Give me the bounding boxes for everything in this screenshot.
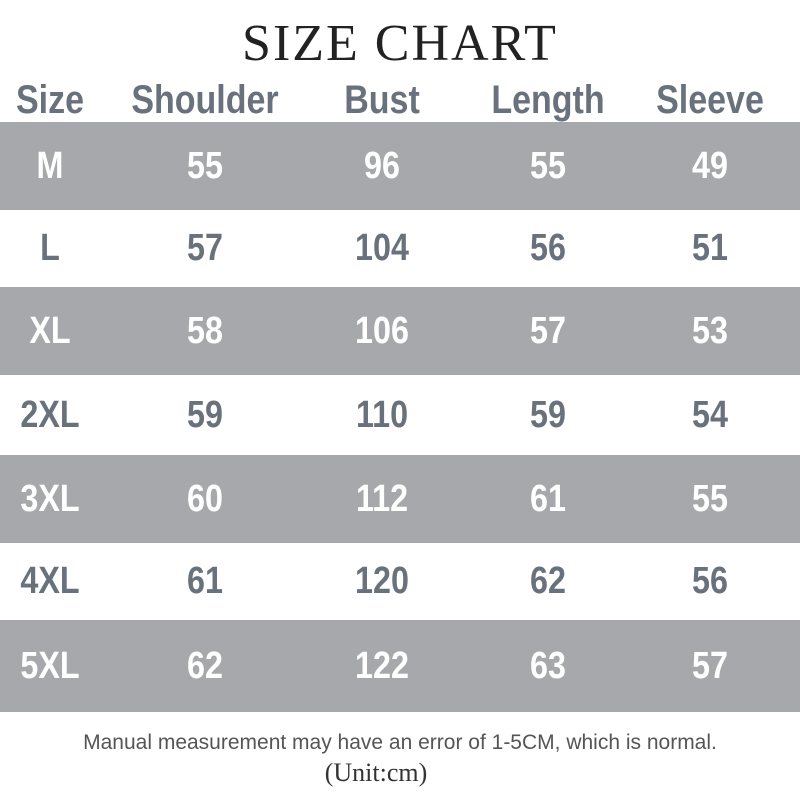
cell-size: 3XL (20, 477, 80, 520)
table-row: M 55 96 55 49 (0, 122, 800, 210)
cell-sleeve: 57 (692, 644, 728, 687)
cell-bust: 110 (355, 393, 409, 436)
cell-shoulder: 57 (187, 227, 223, 269)
cell-shoulder: 62 (187, 644, 223, 687)
table-row: 5XL 62 122 63 57 (0, 620, 800, 712)
cell-sleeve: 55 (692, 477, 728, 520)
cell-length: 61 (530, 477, 566, 520)
cell-size: 4XL (20, 560, 80, 602)
cell-length: 56 (530, 227, 566, 269)
cell-bust: 112 (355, 477, 409, 520)
page-title: SIZE CHART (242, 15, 558, 72)
header-size: Size (15, 77, 85, 122)
cell-shoulder: 55 (187, 144, 223, 187)
cell-shoulder: 58 (187, 309, 223, 352)
cell-length: 57 (530, 309, 566, 352)
cell-bust: 96 (364, 144, 400, 187)
cell-length: 55 (530, 144, 566, 187)
header-shoulder: Shoulder (131, 77, 279, 122)
cell-sleeve: 53 (692, 309, 728, 352)
table-header: Size Shoulder Bust Length Sleeve (0, 78, 800, 122)
table-row: 4XL 61 120 62 56 (0, 543, 800, 620)
unit-label: (Unit:cm) (324, 758, 428, 787)
cell-shoulder: 61 (187, 560, 223, 602)
cell-sleeve: 49 (692, 144, 728, 187)
header-bust: Bust (344, 77, 420, 122)
table-row: 3XL 60 112 61 55 (0, 455, 800, 543)
cell-size: M (36, 144, 64, 187)
measurement-note: Manual measurement may have an error of … (83, 731, 717, 754)
cell-sleeve: 56 (692, 560, 728, 602)
cell-length: 62 (530, 560, 566, 602)
header-length: Length (491, 77, 605, 122)
cell-bust: 120 (355, 560, 409, 602)
cell-length: 59 (530, 393, 566, 436)
cell-length: 63 (530, 644, 566, 687)
cell-bust: 104 (355, 227, 409, 269)
cell-size: L (40, 227, 60, 269)
cell-size: 5XL (20, 644, 80, 687)
cell-size: 2XL (20, 393, 80, 436)
table-row: XL 58 106 57 53 (0, 287, 800, 375)
cell-bust: 106 (355, 309, 409, 352)
cell-size: XL (29, 309, 71, 352)
cell-shoulder: 59 (187, 393, 223, 436)
table-row: L 57 104 56 51 (0, 210, 800, 287)
cell-sleeve: 54 (692, 393, 728, 436)
table-row: 2XL 59 110 59 54 (0, 375, 800, 455)
header-sleeve: Sleeve (656, 77, 764, 122)
cell-shoulder: 60 (187, 477, 223, 520)
cell-bust: 122 (355, 644, 409, 687)
cell-sleeve: 51 (692, 227, 728, 269)
